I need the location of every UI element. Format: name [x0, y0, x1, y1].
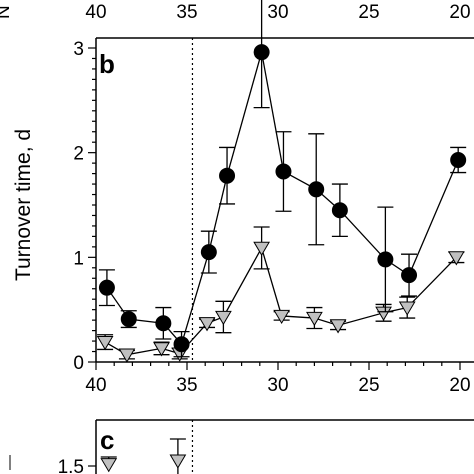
panel-c-letter: c — [100, 425, 114, 455]
data-point-triangle — [96, 335, 114, 351]
circle-series-line — [106, 52, 459, 346]
data-point-circle — [98, 279, 115, 296]
panel-b-x-tick-label: 35 — [176, 375, 197, 396]
data-point-circle — [200, 244, 217, 261]
data-point-circle — [253, 44, 270, 61]
data-point-circle — [219, 167, 236, 184]
data-point-triangle — [447, 251, 465, 266]
data-point-triangle — [273, 309, 291, 325]
top-x-tick-label: 30 — [267, 2, 288, 23]
data-point-circle — [275, 163, 292, 180]
panel-b-y-tick-label: 3 — [73, 39, 84, 60]
data-point-circle — [331, 202, 348, 219]
data-point-circle — [450, 151, 467, 168]
data-point-circle — [155, 315, 172, 332]
panel-b-x-tick-label: 20 — [449, 375, 470, 396]
data-point-triangle — [306, 311, 323, 327]
data-point-triangle — [375, 306, 392, 321]
top-x-tick-label: 35 — [176, 2, 197, 23]
data-point-circle — [120, 311, 137, 328]
top-clipped-label: N — [0, 5, 14, 19]
data-point-triangle — [198, 317, 216, 332]
panel-c-data-point-triangle — [100, 458, 118, 473]
top-x-tick-label: 25 — [358, 2, 379, 23]
panel-a-bottom-strip: 40 35 30 25 20 — [85, 2, 470, 23]
panel-c: 1.5 — [9, 419, 474, 474]
data-point-triangle — [253, 241, 270, 257]
top-x-tick-label: 40 — [85, 2, 106, 23]
panel-b-x-tick-label: 30 — [267, 375, 288, 396]
data-point-circle — [401, 267, 418, 284]
panel-c-data-point-triangle — [169, 454, 187, 469]
data-point-triangle — [329, 319, 347, 334]
panel-b-y-tick-label: 0 — [73, 353, 84, 374]
data-point-triangle — [118, 348, 136, 363]
data-point-circle — [173, 336, 190, 353]
panel-c-y-tick-label: 1.5 — [58, 457, 84, 474]
data-point-triangle — [398, 301, 416, 316]
data-point-circle — [308, 181, 325, 198]
top-x-tick-label: 20 — [449, 2, 470, 23]
panel-b-y-tick-label: 2 — [73, 144, 84, 165]
panel-b-x-tick-label: 25 — [358, 375, 379, 396]
panel-b-x-tick-label: 40 — [85, 375, 106, 396]
data-point-circle — [377, 251, 394, 268]
panel-b-y-axis-title: Turnover time, d — [12, 129, 35, 281]
data-point-triangle — [153, 342, 170, 357]
panel-b-letter: b — [99, 49, 115, 79]
panel-b-y-tick-label: 1 — [73, 248, 84, 269]
data-point-triangle — [215, 310, 232, 326]
